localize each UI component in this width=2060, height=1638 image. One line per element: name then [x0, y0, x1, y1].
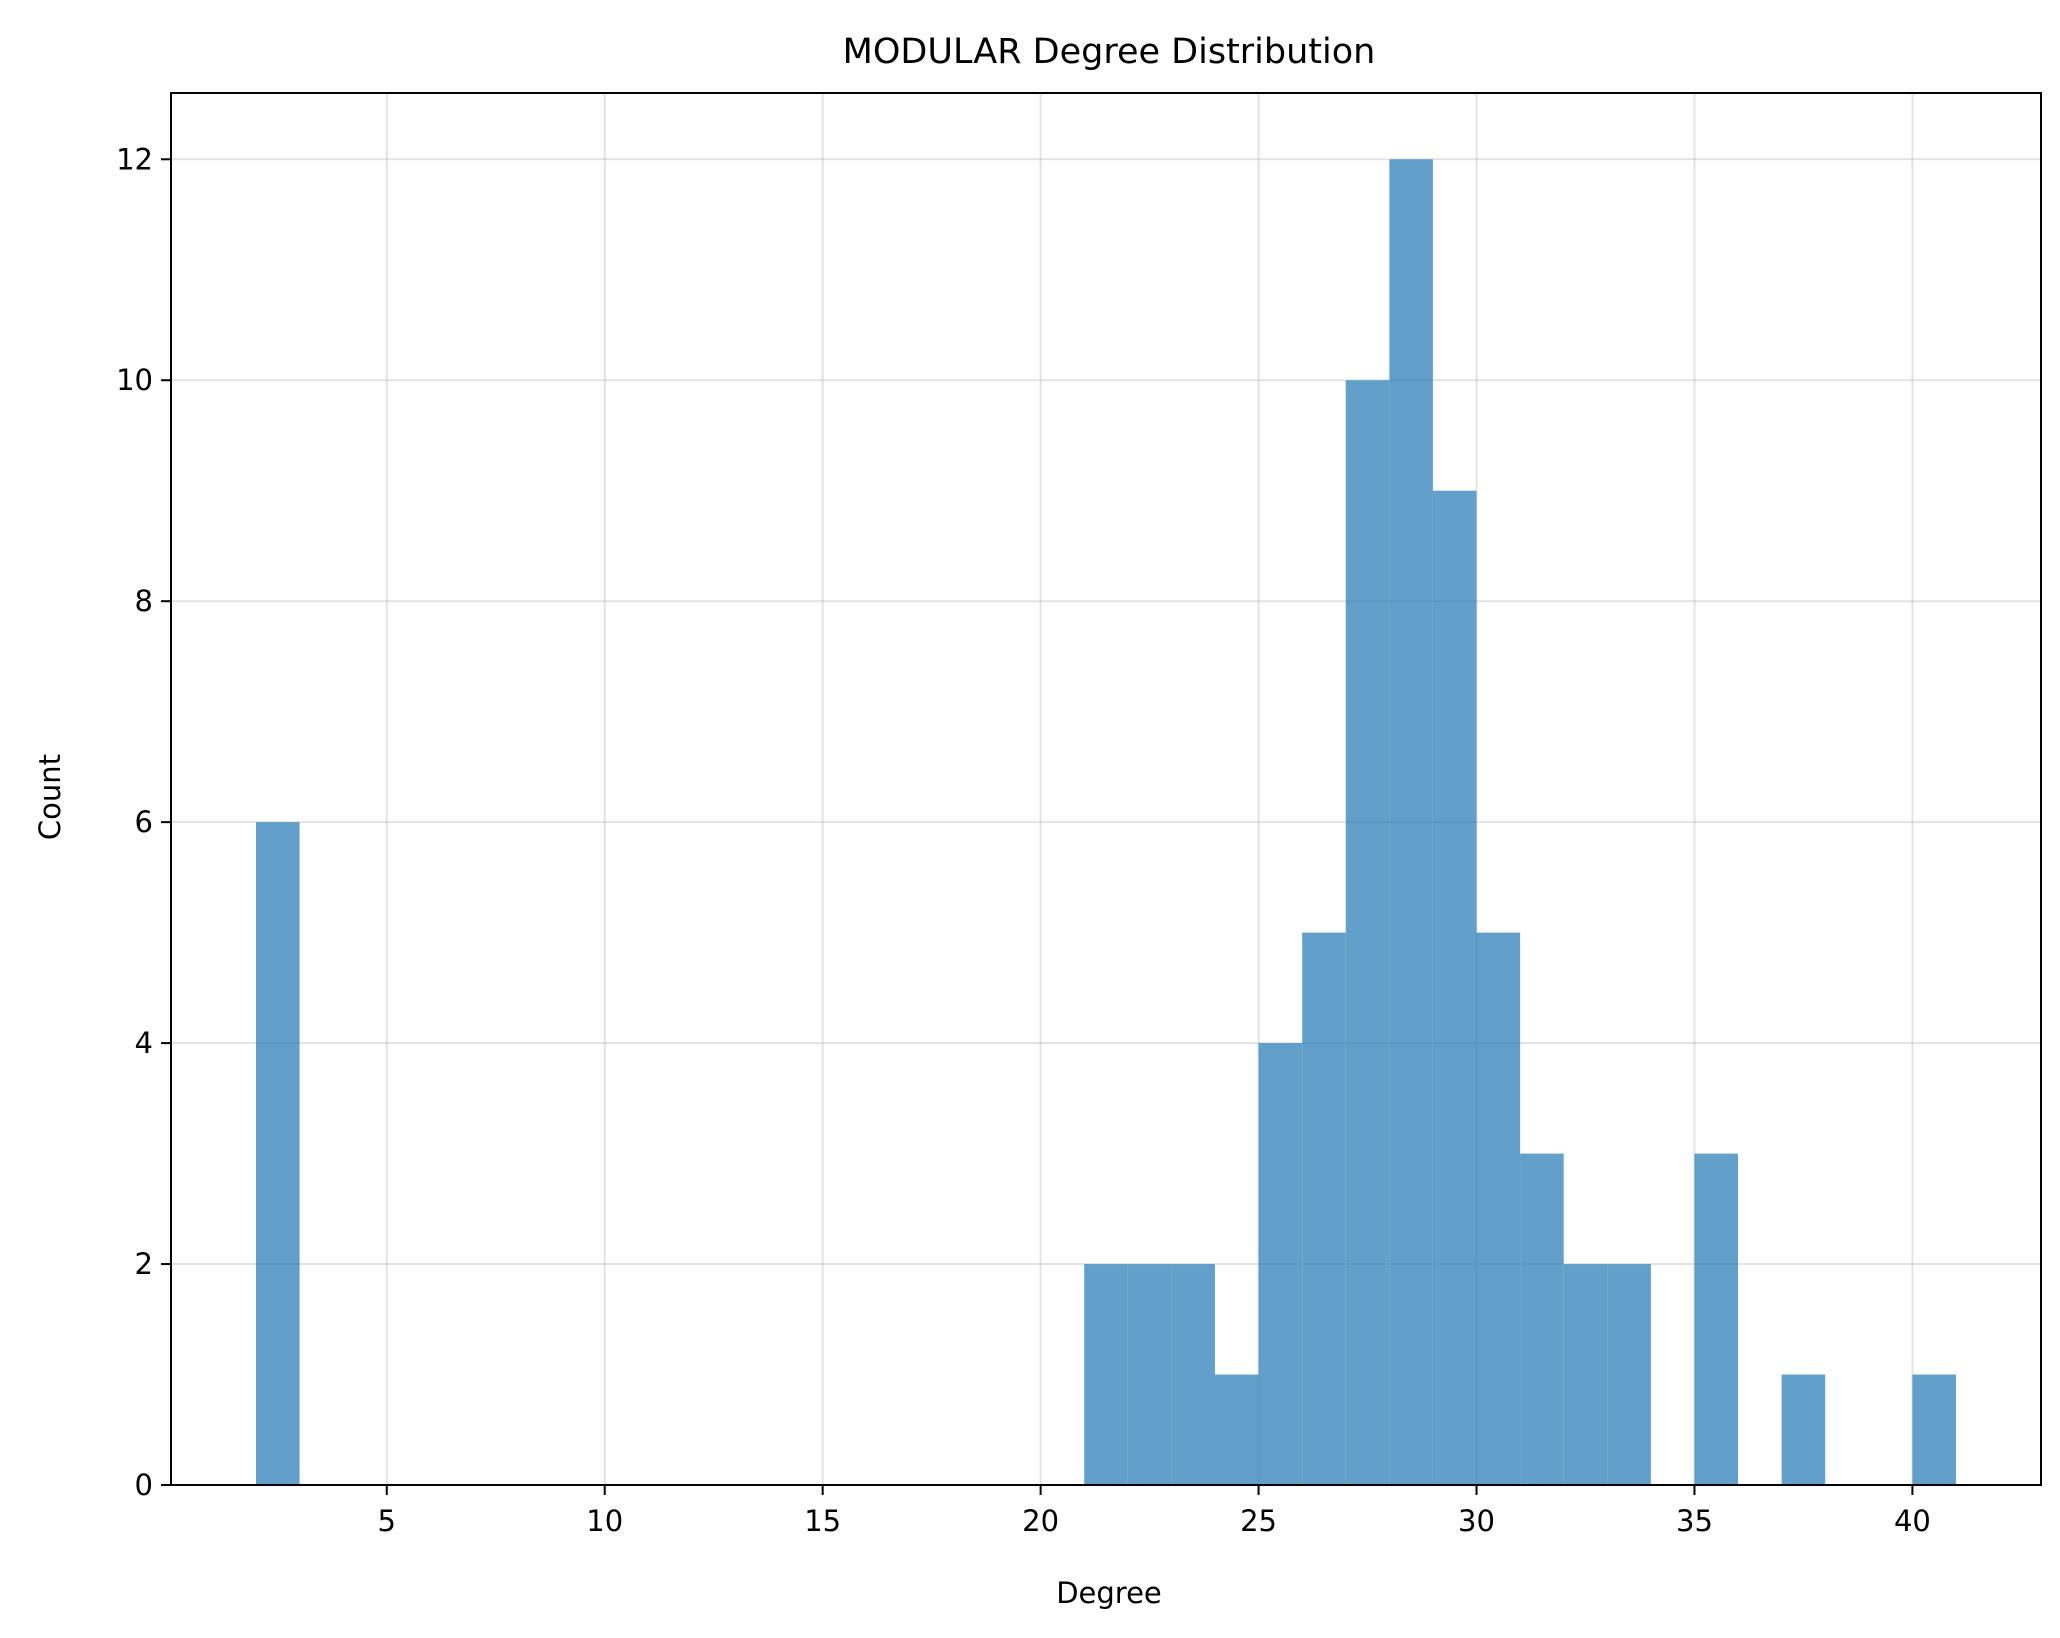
chart-title: MODULAR Degree Distribution — [843, 32, 1376, 72]
y-tick-label: 12 — [116, 142, 153, 176]
histogram-bar — [1607, 1264, 1651, 1485]
x-tick-label: 30 — [1458, 1504, 1495, 1538]
x-tick-label: 35 — [1676, 1504, 1713, 1538]
x-tick-label: 10 — [586, 1504, 623, 1538]
histogram-bar — [1432, 490, 1477, 1485]
histogram-bar — [1258, 1043, 1303, 1485]
histogram-bar — [1084, 1264, 1128, 1485]
histogram-bar — [1127, 1264, 1172, 1485]
x-tick-label: 20 — [1022, 1504, 1059, 1538]
y-axis-label: Count — [33, 754, 67, 840]
y-tick-label: 2 — [135, 1247, 153, 1281]
bars — [256, 159, 1956, 1486]
x-axis-label: Degree — [1056, 1576, 1162, 1610]
y-tick-label: 10 — [116, 363, 153, 397]
histogram-bar — [1171, 1264, 1215, 1485]
y-tick-label: 4 — [135, 1026, 153, 1060]
x-tick-label: 40 — [1894, 1504, 1931, 1538]
axes: 5 10 15 20 25 30 35 40 0 2 4 6 8 10 12 — [116, 92, 2042, 1538]
histogram-bar — [1389, 159, 1433, 1485]
x-tick-label: 15 — [804, 1504, 841, 1538]
x-tick-label: 5 — [378, 1504, 396, 1538]
y-tick-label: 8 — [135, 584, 153, 618]
histogram-bar — [1912, 1374, 1956, 1485]
histogram-bar — [1563, 1264, 1608, 1485]
y-tick-label: 0 — [135, 1468, 153, 1502]
histogram-bar — [1476, 932, 1521, 1485]
histogram-bar — [1520, 1153, 1564, 1485]
histogram-bar — [1345, 380, 1390, 1486]
histogram-bar — [1302, 932, 1346, 1485]
plot-frame — [170, 92, 2042, 1486]
x-tick-label: 25 — [1240, 1504, 1277, 1538]
histogram-bar — [256, 822, 300, 1485]
histogram-bar — [1214, 1374, 1259, 1485]
histogram-bar — [1781, 1374, 1826, 1485]
y-tick-label: 6 — [135, 805, 153, 839]
histogram-bar — [1694, 1153, 1739, 1485]
